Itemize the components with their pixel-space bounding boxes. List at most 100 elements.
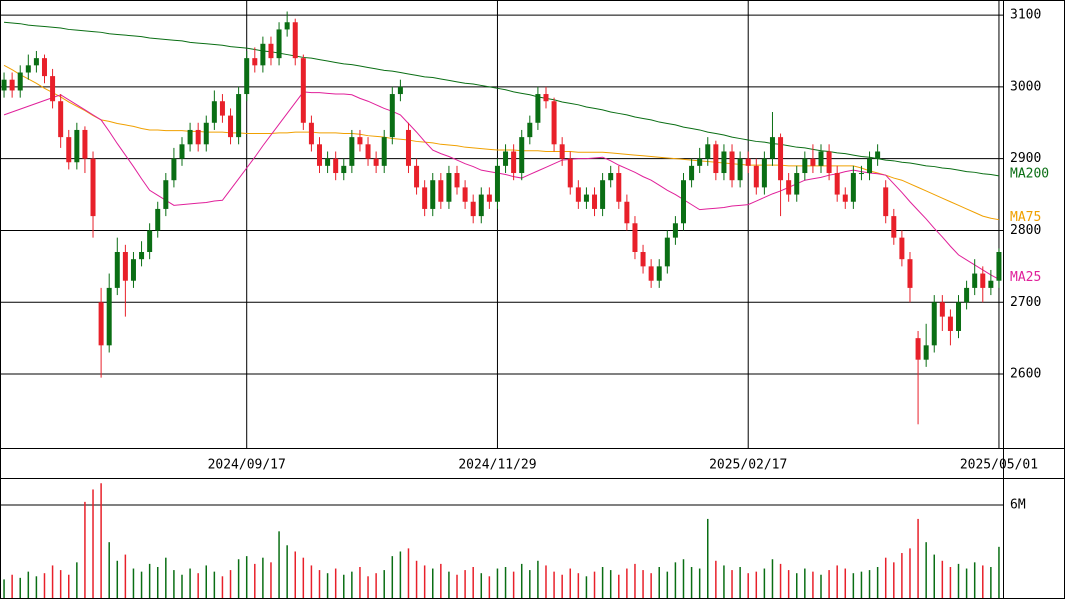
candle-body xyxy=(769,137,775,159)
x-tick-label: 2025/05/01 xyxy=(960,458,1038,473)
candle-body xyxy=(317,144,323,166)
candle-body xyxy=(349,137,355,166)
candle-body xyxy=(228,115,234,138)
candle-body xyxy=(333,158,339,174)
candle-body xyxy=(600,180,606,209)
candle-body xyxy=(559,144,565,159)
candle-body xyxy=(503,151,509,166)
candle-body xyxy=(357,137,363,145)
candle-body xyxy=(834,173,840,195)
candle-body xyxy=(236,94,242,138)
candle-body xyxy=(980,273,986,288)
candle-body xyxy=(672,223,678,238)
candle-body xyxy=(858,173,864,175)
candle-body xyxy=(794,173,800,195)
candle-body xyxy=(656,266,662,281)
candle-body xyxy=(964,287,970,303)
candle-body xyxy=(778,137,784,181)
candle-body xyxy=(405,129,411,166)
candle-body xyxy=(122,252,128,281)
y-tick-label: 2900 xyxy=(1010,151,1041,166)
candle-body xyxy=(721,151,727,174)
candle-body xyxy=(786,180,792,195)
candle-body xyxy=(50,76,56,102)
candle-body xyxy=(907,259,913,288)
candle-body xyxy=(494,165,500,202)
candle-body xyxy=(608,173,614,181)
candle-body xyxy=(82,129,88,159)
candle-body xyxy=(478,194,484,217)
candle-body xyxy=(689,165,695,181)
candle-body xyxy=(171,158,177,181)
candle-body xyxy=(219,101,225,116)
candle-body xyxy=(527,122,533,138)
candle-body xyxy=(899,237,905,260)
candle-body xyxy=(697,158,703,166)
candle-body xyxy=(915,338,921,360)
candle-body xyxy=(155,208,161,231)
candle-body xyxy=(325,158,331,166)
candle-body xyxy=(705,144,711,159)
candle-body xyxy=(341,165,347,174)
ma-line xyxy=(3,64,1000,221)
candle-body xyxy=(130,259,136,281)
candle-body xyxy=(988,280,994,288)
candle-body xyxy=(187,129,193,145)
candle-body xyxy=(300,58,306,123)
candle-body xyxy=(875,151,881,159)
candle-body xyxy=(818,151,824,166)
candle-body xyxy=(551,101,557,145)
y-tick-label: 2600 xyxy=(1010,367,1041,382)
candle-body xyxy=(9,79,15,91)
candle-body xyxy=(543,94,549,102)
ma-line xyxy=(3,91,1000,280)
candle-body xyxy=(583,194,589,202)
candle-body xyxy=(616,173,622,202)
candle-body xyxy=(195,129,201,145)
candle-body xyxy=(462,187,468,202)
y-tick-label: 3000 xyxy=(1010,79,1041,94)
candle-body xyxy=(211,101,217,123)
candle-body xyxy=(761,158,767,188)
candle-body xyxy=(90,158,96,217)
candle-body xyxy=(422,187,428,209)
candle-body xyxy=(381,137,387,166)
candle-body xyxy=(276,29,282,59)
candle-body xyxy=(535,94,541,123)
candle-body xyxy=(58,101,64,138)
candle-body xyxy=(996,252,1002,281)
candle-body xyxy=(244,58,250,95)
candle-body xyxy=(139,252,145,260)
candle-body xyxy=(260,43,266,66)
candle-body xyxy=(745,158,751,166)
candle-body xyxy=(446,173,452,202)
candle-body xyxy=(66,137,72,163)
legend-label: MA75 xyxy=(1010,210,1041,225)
candle-body xyxy=(268,43,274,59)
candle-body xyxy=(98,302,104,346)
candle-body xyxy=(41,58,47,77)
candle-body xyxy=(947,316,953,331)
candle-body xyxy=(292,22,298,59)
y-tick-label: 6M xyxy=(1010,497,1026,512)
candle-body xyxy=(867,158,873,174)
candle-body xyxy=(972,273,978,288)
candle-body xyxy=(826,151,832,174)
candle-body xyxy=(567,158,573,188)
candle-body xyxy=(632,223,638,252)
x-tick-label: 2024/11/29 xyxy=(458,458,536,473)
candle-body xyxy=(883,187,889,217)
legend-label: MA25 xyxy=(1010,270,1041,285)
legend-label: MA200 xyxy=(1010,166,1049,181)
candle-body xyxy=(17,72,23,91)
candle-body xyxy=(486,194,492,202)
candle-body xyxy=(939,302,945,317)
candle-body xyxy=(106,287,112,346)
candle-body xyxy=(25,65,31,73)
candle-body xyxy=(163,180,169,209)
candle-body xyxy=(114,252,120,288)
candle-body xyxy=(575,187,581,202)
y-tick-label: 2800 xyxy=(1010,223,1041,238)
